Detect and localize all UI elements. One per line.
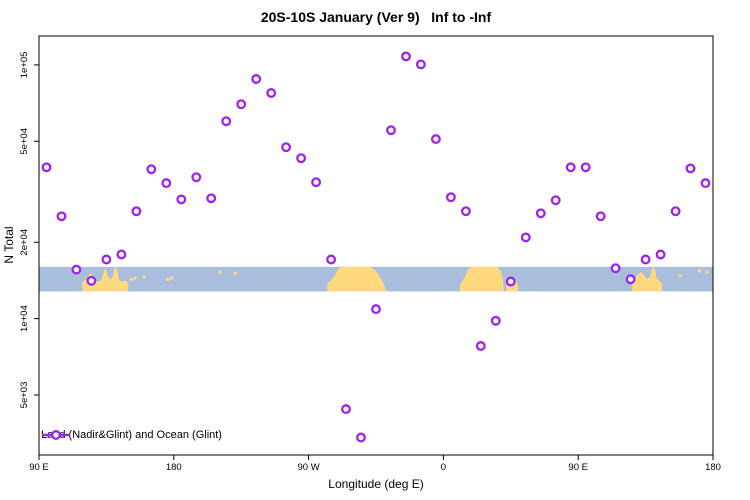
land-island [705,270,709,274]
data-point [101,254,112,265]
y-tick-label: 1e+04 [19,305,30,332]
plot-border [38,35,714,456]
data-point [281,142,292,153]
data-point [221,116,232,127]
land-island [133,276,137,280]
data-point [685,163,696,174]
land-island [142,275,146,279]
data-point [341,404,351,415]
land-island [678,274,682,278]
x-tick-label: 90 E [29,462,49,473]
data-point [326,254,337,265]
land-island [166,277,170,281]
data-point [535,208,546,219]
data-point [116,249,127,260]
data-point [161,178,172,189]
x-tick-label: 90 E [568,462,588,473]
data-point [445,192,456,203]
data-point [640,254,651,265]
data-point [580,162,591,173]
land-island [698,269,702,273]
land-island [218,270,222,274]
data-point [415,59,426,70]
data-point [550,195,561,206]
data-point [266,88,277,98]
y-axis-label: N Total [2,226,16,264]
data-point [505,276,516,287]
data-point [236,99,247,110]
land-australia-repeat [632,266,663,292]
legend-label: Land (Nadir&Glint) and Ocean (Glint) [41,429,222,441]
y-tick-label: 5e+04 [19,128,30,155]
data-point [401,51,411,62]
data-point [610,263,621,274]
data-point [146,164,157,175]
data-point [520,232,531,243]
data-point [490,315,501,326]
data-point [206,193,217,204]
data-point [131,206,142,217]
x-tick-label: 90 W [298,462,320,473]
data-point [86,275,97,286]
data-point [296,153,307,164]
land-australia-indonesia [82,266,129,292]
x-tick-label: 180 [705,462,721,473]
land-island [233,271,237,275]
data-point [41,162,52,173]
data-point [670,206,681,217]
data-point [56,211,67,222]
y-tick-label: 5e+03 [19,382,30,409]
data-point [71,264,82,275]
data-point [460,206,471,217]
data-point [595,211,606,222]
y-tick-label: 1e+05 [19,52,30,79]
data-point [176,194,187,205]
data-point [311,177,322,188]
land-africa [459,266,505,292]
data-point [625,274,636,285]
data-point [371,304,381,315]
data-point [700,178,711,189]
legend: Land (Nadir&Glint) and Ocean (Glint) [41,429,222,441]
data-point [386,125,396,136]
data-point [356,432,366,443]
data-point [251,74,262,84]
land-island [170,276,174,280]
data-point [565,162,576,173]
x-tick-label: 0 [441,462,446,473]
x-tick-label: 180 [166,462,182,473]
land-island [129,277,133,281]
data-point [191,172,202,183]
x-axis-label: Longitude (deg E) [328,477,424,491]
chart-title: 20S-10S January (Ver 9) Inf to -Inf [260,9,492,25]
y-tick-label: 2e+04 [19,229,30,256]
data-point [475,341,486,351]
data-point [430,134,441,145]
data-point [655,249,666,260]
land-south-america [327,266,386,292]
legend-marker-icon [42,430,70,440]
